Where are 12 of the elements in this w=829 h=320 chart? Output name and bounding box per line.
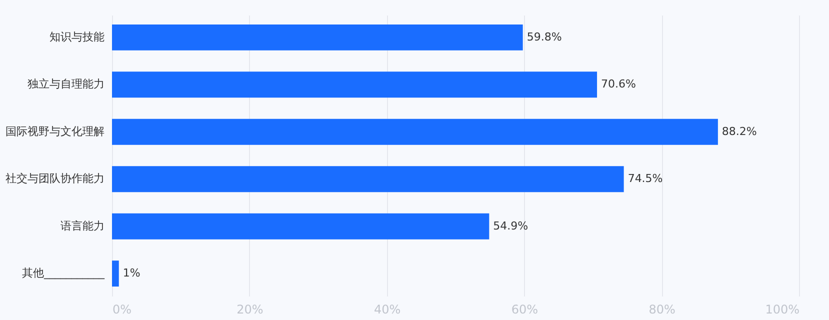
data-label: 54.9% [493,219,528,232]
y-tick-label: 独立与自理能力 [28,78,104,91]
y-tick-label: 国际视野与文化理解 [6,124,104,138]
data-label: 70.6% [601,78,636,91]
y-tick-label: 其他___________ [22,266,105,280]
data-label: 1% [122,266,140,280]
data-label: 88.2% [722,124,757,138]
data-label: 74.5% [628,172,663,186]
data-label: 59.8% [526,30,562,44]
y-tick-label: 语言能力 [60,219,104,232]
y-tick-label: 社交与团队协作能力 [6,172,104,186]
y-tick-label: 知识与技能 [50,30,104,44]
